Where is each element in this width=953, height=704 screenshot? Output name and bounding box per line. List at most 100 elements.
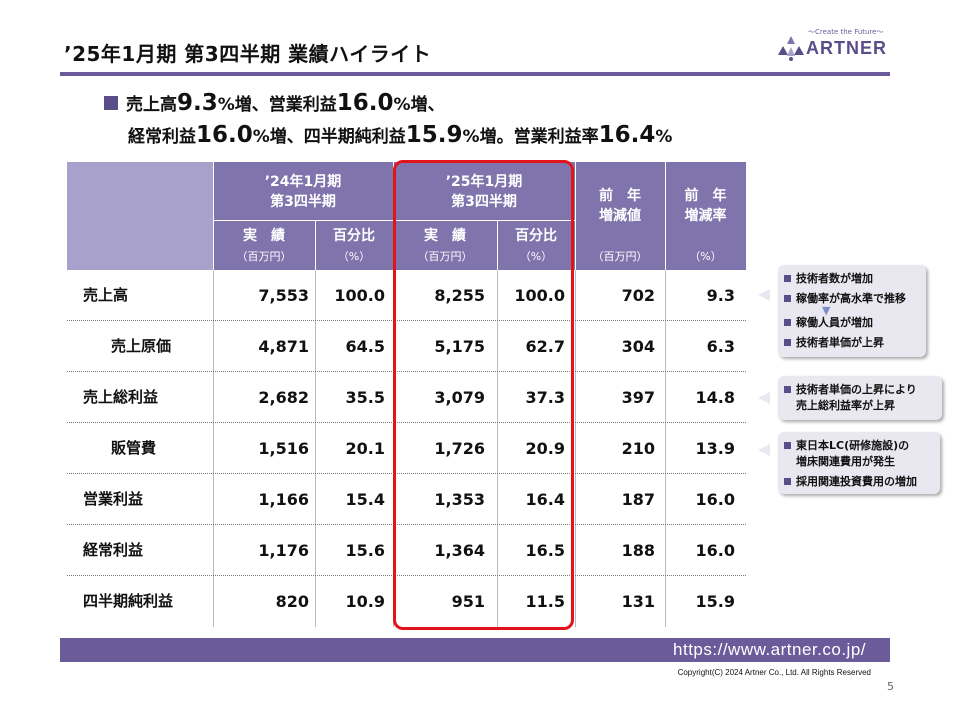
header-col-line	[315, 220, 316, 270]
row-separator	[67, 524, 746, 525]
yoy-diff: 187	[621, 490, 655, 509]
row-label: 経常利益	[83, 541, 144, 559]
curr-pct: 62.7	[525, 337, 565, 356]
note-item: 技術者単価の上昇により 売上総利益率が上昇	[784, 382, 936, 414]
yoy-rate: 14.8	[695, 388, 735, 407]
header-unit-mil-prev: （百万円）	[236, 250, 292, 263]
square-bullet-icon	[784, 478, 791, 485]
curr-actual: 1,726	[434, 439, 485, 458]
summary-line-2: 経常利益 16.0 %増、四半期純利益 15.9 %増。営業利益率 16.4%	[104, 122, 672, 154]
note-item: 稼働率が高水準で推移	[784, 291, 920, 307]
prev-pct: 15.4	[345, 490, 385, 509]
curr-actual: 8,255	[434, 286, 485, 305]
header-col-line	[665, 162, 666, 270]
header-curr-title: ’25年1月期	[445, 174, 523, 190]
summary-line-1: 売上高 9.3 %増、営業利益 16.0 %増、	[104, 90, 672, 122]
prev-pct: 15.6	[345, 541, 385, 560]
company-logo: ～Create the Future～ ARTNER	[778, 27, 898, 67]
yoy-diff: 210	[621, 439, 655, 458]
summary-text-span: 経常利益	[128, 127, 196, 147]
prev-actual: 2,682	[258, 388, 309, 407]
yoy-diff: 131	[621, 592, 655, 611]
note-pointer	[758, 392, 770, 404]
row-label: 営業利益	[83, 490, 144, 508]
row-separator	[67, 320, 746, 321]
curr-actual: 951	[451, 592, 485, 611]
row-label: 売上総利益	[83, 388, 159, 406]
curr-pct: 11.5	[525, 592, 565, 611]
prev-actual: 4,871	[258, 337, 309, 356]
column-divider	[213, 270, 214, 627]
square-bullet-icon	[784, 319, 791, 326]
header-unit-mil-curr: （百万円）	[417, 250, 473, 263]
header-prev-sub: 第3四半期	[270, 194, 336, 210]
summary-text-span: %増、営業利益	[217, 95, 337, 115]
summary-text-span: %増、四半期純利益	[252, 127, 406, 147]
yoy-rate: 15.9	[695, 592, 735, 611]
table-row: 売上原価 4,871 64.5 5,175 62.7 304 6.3	[67, 321, 746, 372]
yoy-diff: 188	[621, 541, 655, 560]
row-label: 四半期純利益	[83, 592, 174, 610]
summary-text: 売上高 9.3 %増、営業利益 16.0 %増、 経常利益 16.0 %増、四半期純利益 15…	[104, 90, 672, 154]
header-prev-title: ’24年1月期	[264, 174, 342, 190]
header-diff: 前 年 増減値	[599, 188, 641, 224]
curr-pct: 37.3	[525, 388, 565, 407]
prev-actual: 7,553	[258, 286, 309, 305]
header-unit-pct-prev: （%）	[337, 250, 371, 263]
curr-pct: 16.4	[525, 490, 565, 509]
prev-pct: 35.5	[345, 388, 385, 407]
note-text: 技術者単価の上昇により 売上総利益率が上昇	[796, 383, 917, 412]
yoy-diff: 702	[621, 286, 655, 305]
table-header-corner	[67, 162, 213, 270]
footer-bar: https://www.artner.co.jp/	[60, 638, 890, 662]
table-row: 営業利益 1,166 15.4 1,353 16.4 187 16.0	[67, 474, 746, 525]
note-text: 東日本LC(研修施設)の 増床関連費用が発生	[796, 439, 910, 468]
header-curr-sub: 第3四半期	[451, 194, 517, 210]
note-sales: 技術者数が増加 稼働率が高水準で推移 ▼ 稼働人員が増加 技術者単価が上昇	[778, 265, 926, 357]
title-rule	[60, 72, 890, 76]
table-row: 販管費 1,516 20.1 1,726 20.9 210 13.9	[67, 423, 746, 474]
curr-pct: 20.9	[525, 439, 565, 458]
note-item: 技術者数が増加	[784, 271, 920, 287]
summary-highlight-number: 16.4	[598, 122, 656, 148]
copyright: Copyright(C) 2024 Artner Co., Ltd. All R…	[677, 668, 871, 677]
note-item: 技術者単価が上昇	[784, 335, 920, 351]
yoy-rate: 13.9	[695, 439, 735, 458]
note-text: 採用関連投資費用の増加	[796, 475, 917, 488]
header-actual-curr: 実 績	[424, 228, 466, 244]
yoy-rate: 9.3	[706, 286, 735, 305]
yoy-diff: 397	[621, 388, 655, 407]
square-bullet-icon	[784, 386, 791, 393]
current-period-highlight	[393, 160, 574, 630]
yoy-rate: 6.3	[706, 337, 735, 356]
prev-actual: 820	[275, 592, 309, 611]
column-divider	[497, 270, 498, 627]
prev-pct: 64.5	[345, 337, 385, 356]
note-item: 稼働人員が増加	[784, 315, 920, 331]
curr-pct: 16.5	[525, 541, 565, 560]
note-pointer	[758, 289, 770, 301]
summary-text-span: %	[655, 127, 673, 147]
curr-actual: 5,175	[434, 337, 485, 356]
prev-pct: 100.0	[334, 286, 385, 305]
header-curr-period: ’25年1月期 第3四半期	[393, 172, 575, 212]
header-col-line	[497, 220, 498, 270]
summary-highlight-number: 9.3	[177, 90, 218, 116]
curr-pct: 100.0	[514, 286, 565, 305]
note-text: 稼働率が高水準で推移	[796, 292, 906, 305]
note-text: 技術者単価が上昇	[796, 336, 884, 349]
page-number: 5	[887, 680, 894, 693]
page-title: ’25年1月期 第3四半期 業績ハイライト	[64, 42, 432, 66]
header-prev-period: ’24年1月期 第3四半期	[213, 172, 393, 212]
row-separator	[67, 473, 746, 474]
note-gross-profit: 技術者単価の上昇により 売上総利益率が上昇	[778, 376, 942, 420]
table-row: 売上総利益 2,682 35.5 3,079 37.3 397 14.8	[67, 372, 746, 423]
curr-actual: 1,353	[434, 490, 485, 509]
note-item: 採用関連投資費用の増加	[784, 474, 934, 490]
header-unit-pct-rate: （%）	[689, 250, 722, 263]
summary-highlight-number: 16.0	[336, 90, 394, 116]
website-link[interactable]: https://www.artner.co.jp/	[673, 640, 866, 659]
prev-pct: 20.1	[345, 439, 385, 458]
summary-text-span: 売上高	[126, 95, 177, 115]
header-rate: 前 年 増減率	[684, 188, 727, 224]
